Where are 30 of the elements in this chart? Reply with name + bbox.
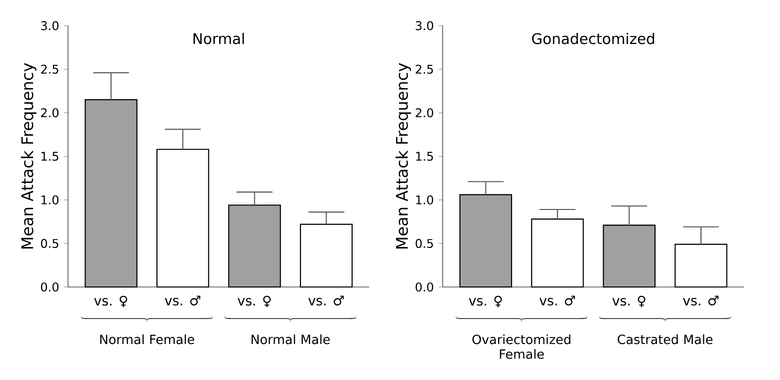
x-tick-label: vs. ♂: [683, 296, 718, 306]
x-tick-label: vs. ♂: [308, 296, 344, 306]
text: Normal Female: [100, 334, 194, 344]
y-axis-title: Mean Attack Frequency: [396, 63, 412, 249]
chart-title: Normal: [194, 32, 244, 44]
x-tick-label: vs. ♀: [238, 296, 271, 308]
y-tick-label: 0.5: [41, 238, 58, 248]
y-tick-label: 3.0: [41, 21, 58, 30]
x-tick-label: vs. ♀: [94, 296, 128, 308]
y-axis-title: Mean Attack Frequency: [20, 63, 36, 249]
y-tick-label: 2.5: [41, 64, 58, 74]
x-tick-label: vs. ♂: [540, 296, 575, 306]
y-tick-label: 1.0: [416, 195, 434, 204]
y-tick-label: 1.5: [416, 152, 433, 161]
text: Castrated Male: [618, 334, 713, 344]
y-tick-label: 0.0: [41, 282, 58, 292]
y-tick-label: 3.0: [416, 21, 434, 30]
chart-title: Gonadectomized: [532, 32, 654, 44]
text: Normal Male: [252, 334, 330, 344]
y-tick-label: 1.5: [42, 152, 58, 161]
y-tick-label: 2.5: [416, 64, 433, 74]
text: Ovariectomized Female: [472, 334, 570, 359]
y-tick-label: 0.5: [416, 238, 433, 248]
x-tick-label: vs. ♀: [612, 296, 646, 308]
y-tick-label: 0.0: [416, 282, 434, 292]
x-tick-label: vs. ♀: [468, 296, 502, 308]
y-tick-label: 1.0: [42, 195, 58, 204]
y-tick-label: 2.0: [41, 108, 58, 118]
x-tick-label: vs. ♂: [164, 296, 200, 306]
y-tick-label: 2.0: [416, 108, 434, 118]
